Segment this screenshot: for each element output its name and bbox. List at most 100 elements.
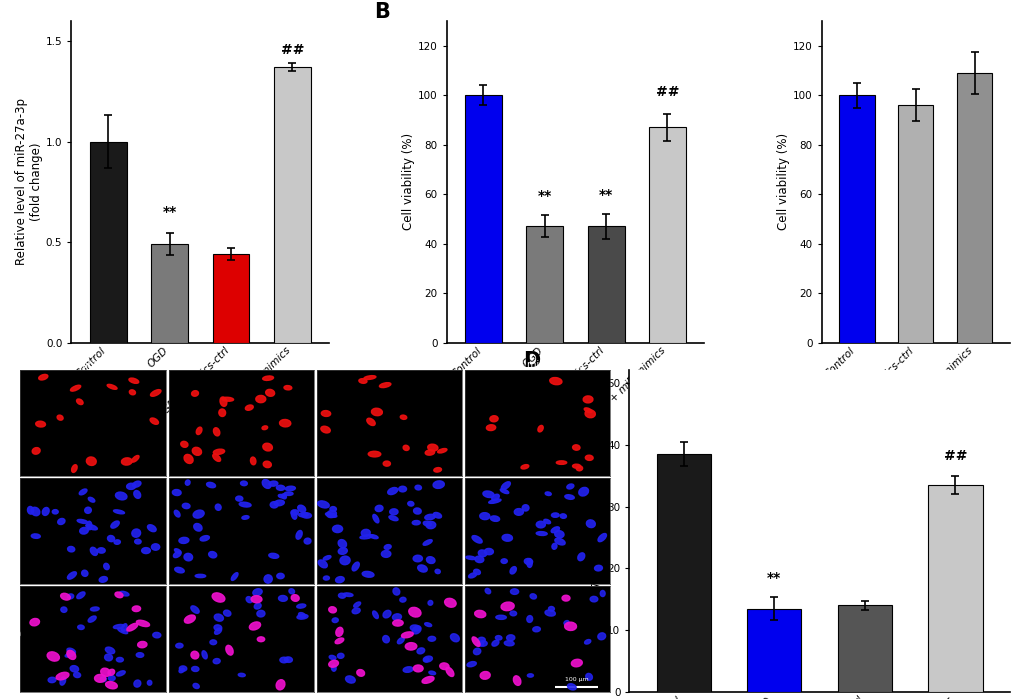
Ellipse shape [439, 663, 448, 670]
Title: Control: Control [75, 360, 110, 370]
Ellipse shape [405, 642, 417, 650]
Bar [90, 141, 126, 343]
Ellipse shape [382, 635, 389, 643]
Ellipse shape [296, 531, 302, 539]
Ellipse shape [399, 597, 406, 602]
Ellipse shape [173, 552, 181, 558]
Ellipse shape [472, 637, 480, 647]
Ellipse shape [368, 452, 380, 457]
Ellipse shape [28, 507, 34, 514]
Title: OGD + mimics-ctrl: OGD + mimics-ctrl [343, 360, 434, 370]
Text: ##: ## [943, 449, 966, 463]
Ellipse shape [567, 484, 574, 489]
Ellipse shape [372, 611, 378, 619]
Ellipse shape [269, 481, 277, 487]
Ellipse shape [257, 637, 264, 642]
Ellipse shape [328, 607, 336, 613]
Ellipse shape [554, 531, 564, 538]
Ellipse shape [238, 502, 251, 507]
Ellipse shape [357, 670, 364, 676]
Ellipse shape [263, 443, 272, 451]
Ellipse shape [114, 540, 120, 545]
Ellipse shape [585, 410, 595, 418]
Ellipse shape [345, 676, 355, 683]
Ellipse shape [131, 456, 139, 462]
Ellipse shape [328, 661, 338, 668]
Ellipse shape [444, 598, 455, 607]
Ellipse shape [48, 677, 56, 683]
Ellipse shape [500, 602, 514, 611]
Ellipse shape [524, 559, 532, 565]
Ellipse shape [285, 487, 296, 491]
Title: OGD: OGD [229, 360, 253, 370]
Ellipse shape [98, 548, 105, 553]
Ellipse shape [242, 516, 249, 519]
Ellipse shape [290, 510, 299, 515]
Ellipse shape [52, 510, 58, 514]
Bar [656, 454, 710, 692]
Ellipse shape [298, 505, 306, 512]
Ellipse shape [269, 554, 278, 559]
Ellipse shape [482, 491, 493, 498]
Bar [839, 95, 873, 343]
Ellipse shape [428, 636, 435, 641]
Ellipse shape [572, 445, 580, 450]
Ellipse shape [105, 654, 112, 661]
Ellipse shape [79, 528, 89, 534]
Ellipse shape [214, 628, 221, 634]
Ellipse shape [397, 637, 404, 644]
Ellipse shape [321, 410, 330, 417]
Ellipse shape [478, 637, 485, 642]
Ellipse shape [321, 426, 330, 433]
Ellipse shape [132, 606, 141, 612]
Ellipse shape [213, 658, 220, 664]
Ellipse shape [577, 553, 584, 561]
Ellipse shape [479, 641, 487, 647]
Ellipse shape [91, 547, 98, 556]
Ellipse shape [466, 556, 475, 560]
Ellipse shape [116, 658, 123, 662]
Ellipse shape [392, 620, 403, 626]
Ellipse shape [427, 444, 437, 451]
Ellipse shape [256, 396, 266, 403]
Ellipse shape [583, 396, 592, 403]
Ellipse shape [359, 379, 367, 383]
Ellipse shape [450, 634, 459, 642]
Ellipse shape [409, 607, 421, 617]
Ellipse shape [60, 677, 65, 685]
Ellipse shape [584, 640, 590, 644]
Ellipse shape [304, 538, 311, 544]
Ellipse shape [91, 607, 99, 611]
Ellipse shape [475, 556, 483, 563]
Ellipse shape [214, 625, 221, 630]
Ellipse shape [115, 592, 123, 598]
Ellipse shape [133, 680, 141, 687]
Ellipse shape [61, 607, 67, 612]
Ellipse shape [70, 665, 78, 672]
Ellipse shape [423, 521, 431, 526]
Ellipse shape [99, 577, 107, 582]
Ellipse shape [231, 572, 237, 580]
Ellipse shape [270, 502, 278, 508]
Ellipse shape [220, 397, 226, 406]
Ellipse shape [415, 485, 421, 490]
Ellipse shape [338, 548, 347, 554]
Ellipse shape [128, 378, 139, 383]
Ellipse shape [360, 535, 372, 539]
Ellipse shape [265, 389, 274, 396]
Ellipse shape [137, 620, 150, 626]
Bar [746, 609, 801, 692]
Ellipse shape [174, 510, 180, 517]
Ellipse shape [571, 659, 582, 667]
Ellipse shape [417, 648, 424, 654]
Ellipse shape [58, 519, 65, 524]
Ellipse shape [479, 512, 489, 519]
Ellipse shape [332, 618, 338, 623]
Ellipse shape [499, 489, 508, 493]
Ellipse shape [503, 641, 514, 646]
Ellipse shape [67, 648, 75, 654]
Ellipse shape [361, 529, 370, 536]
Ellipse shape [246, 597, 252, 603]
Ellipse shape [284, 657, 292, 663]
Ellipse shape [222, 397, 233, 401]
